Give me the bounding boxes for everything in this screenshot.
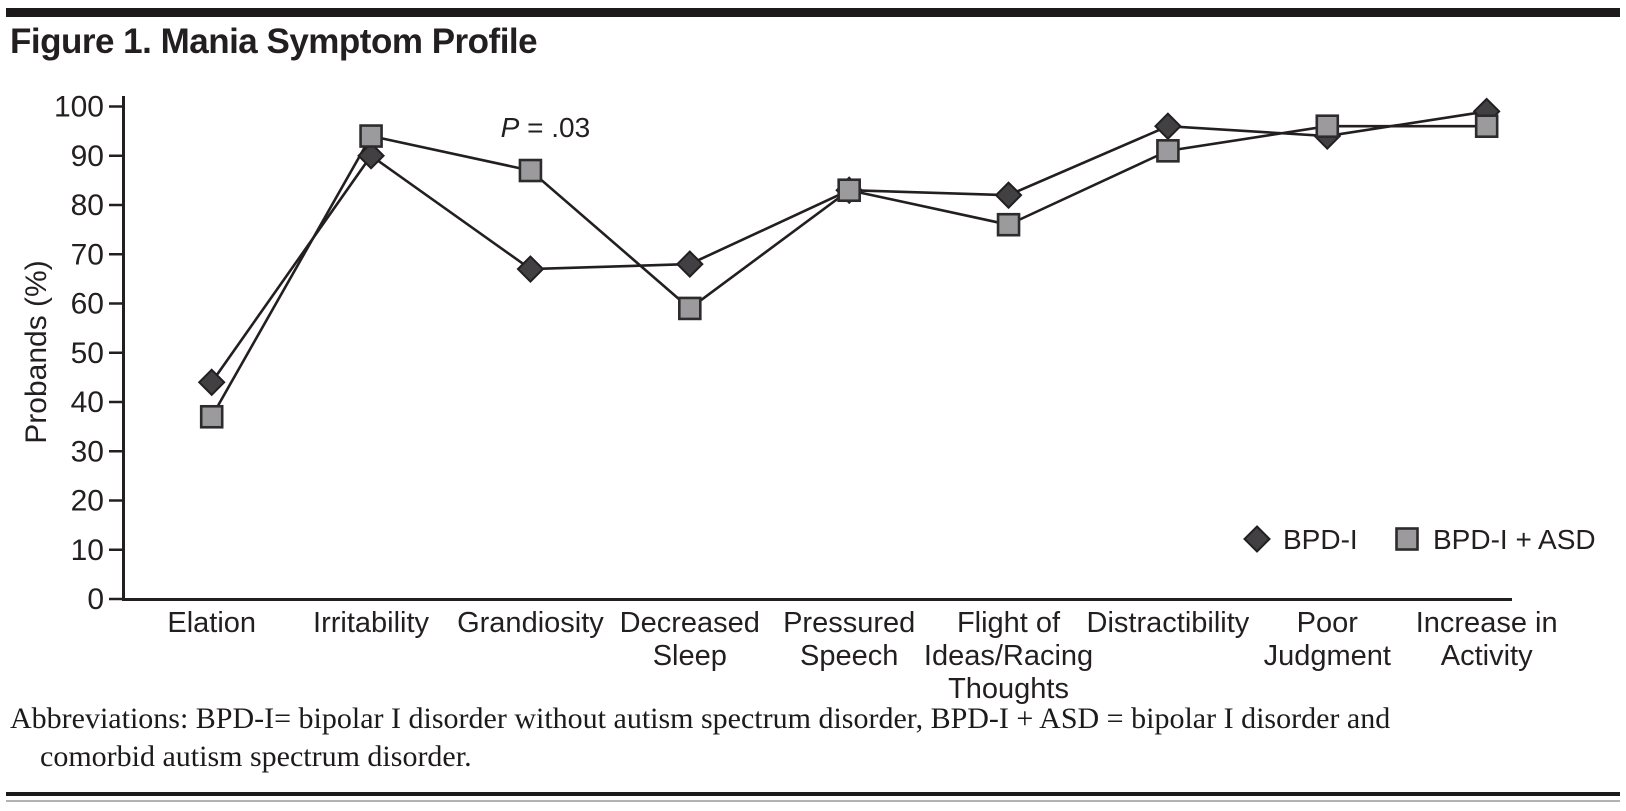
x-category-label: Elation <box>167 607 256 639</box>
y-tick-label: 30 <box>71 435 104 468</box>
marker-bpdi-asd-5 <box>996 212 1021 237</box>
p-value-annotation: P = .03 <box>501 112 591 143</box>
marker-bpdi-3 <box>675 250 704 279</box>
marker-bpdi-5 <box>994 181 1023 210</box>
x-category-label: Judgment <box>1264 640 1391 672</box>
x-category-label: Ideas/Racing <box>924 640 1093 672</box>
x-category-label: Poor <box>1297 607 1359 639</box>
x-category-label: Grandiosity <box>457 607 604 639</box>
marker-bpdi-asd-3 <box>678 296 702 321</box>
legend-diamond-icon <box>1243 525 1271 553</box>
y-tick-label: 90 <box>71 140 104 173</box>
marker-bpdi-0 <box>197 368 226 397</box>
marker-bpdi-asd-7 <box>1315 114 1340 138</box>
x-category-label: Pressured <box>783 607 915 639</box>
x-category-label: Activity <box>1441 640 1533 672</box>
marker-bpdi-2 <box>516 255 545 283</box>
bottom-rule-black <box>6 792 1620 796</box>
series-line-bpdi-asd <box>210 124 1487 418</box>
y-tick-label: 80 <box>71 189 104 222</box>
x-category-label: Increase in <box>1416 607 1558 639</box>
y-tick-label: 50 <box>71 337 104 370</box>
x-category-label: Flight of <box>957 607 1061 639</box>
marker-bpdi-asd-6 <box>1156 139 1180 163</box>
y-tick-label: 20 <box>71 485 104 518</box>
marker-bpdi-asd-0 <box>199 404 224 429</box>
legend-square-icon <box>1395 527 1419 551</box>
y-tick-label: 70 <box>71 238 104 271</box>
legend-label-bpdi-asd: BPD-I + ASD <box>1433 524 1596 555</box>
y-tick-label: 40 <box>71 386 104 419</box>
y-tick-label: 100 <box>54 91 104 124</box>
figure-footnote: Abbreviations: BPD-I= bipolar I disorder… <box>10 700 1616 776</box>
x-category-label: Irritability <box>313 607 430 639</box>
x-category-label: Distractibility <box>1087 607 1250 639</box>
marker-bpdi-asd-8 <box>1474 114 1499 138</box>
x-category-label: Decreased <box>620 607 760 639</box>
y-tick-label: 10 <box>71 534 104 567</box>
marker-bpdi-asd-4 <box>837 178 861 203</box>
y-tick-label: 0 <box>87 583 104 616</box>
series-line-bpdi <box>210 110 1487 384</box>
marker-bpdi-asd-2 <box>518 158 543 183</box>
y-axis-title: Probands (%) <box>20 260 53 443</box>
marker-bpdi-asd-1 <box>359 124 383 148</box>
x-category-label: Thoughts <box>948 673 1069 705</box>
footnote-line-2: comorbid autism spectrum disorder. <box>40 740 472 773</box>
legend-label-bpdi: BPD-I <box>1283 524 1358 555</box>
x-category-label: Speech <box>800 640 898 672</box>
marker-bpdi-6 <box>1154 112 1182 141</box>
top-rule <box>6 8 1620 17</box>
y-tick-label: 60 <box>71 288 104 321</box>
footnote-line-1: Abbreviations: BPD-I= bipolar I disorder… <box>10 702 1391 735</box>
bottom-rule-gray <box>6 800 1620 802</box>
figure-title: Figure 1. Mania Symptom Profile <box>10 22 538 61</box>
marker-bpdi-1 <box>357 141 385 170</box>
x-category-label: Sleep <box>653 640 727 672</box>
